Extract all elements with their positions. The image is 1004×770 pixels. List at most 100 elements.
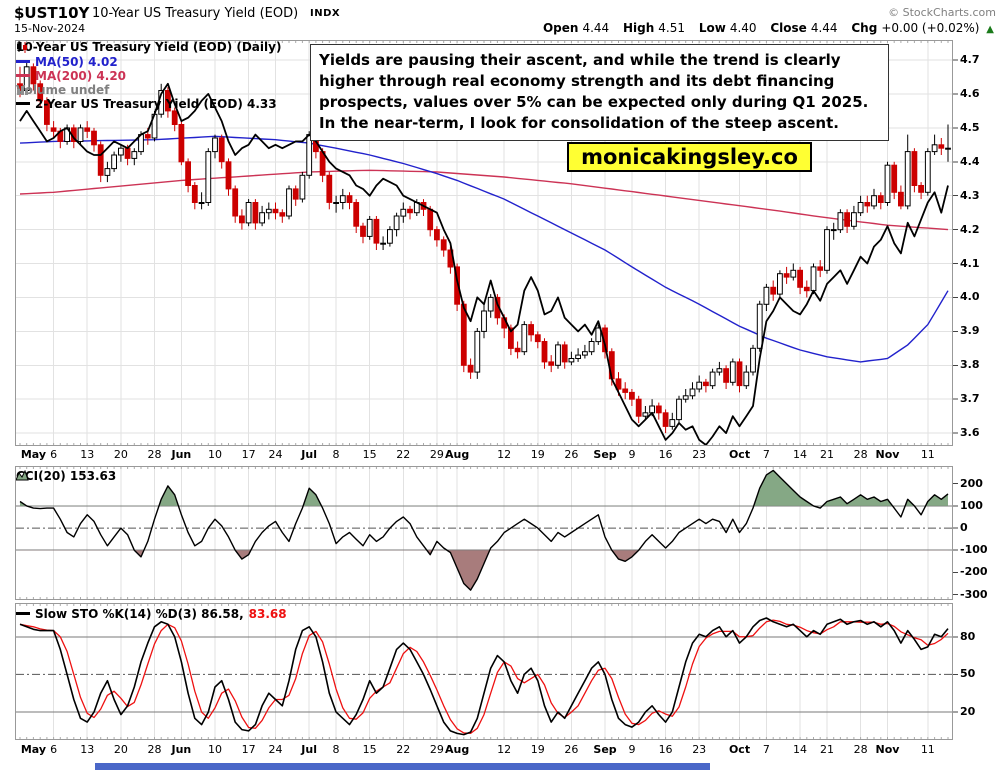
annotation-line: prospects, values over 5% can be expecte…	[319, 93, 869, 111]
legend-sto-d-value: 83.68	[248, 606, 287, 621]
legend-ma200: MA(200) 4.20	[16, 69, 126, 83]
copyright: © StockCharts.com	[888, 6, 996, 19]
x-tick-label: 22	[396, 448, 411, 461]
x-tick-label: 21	[819, 743, 834, 756]
y-axis-label: 3.8	[960, 358, 980, 372]
x-tick-label: 19	[530, 448, 545, 461]
sto-line-icon	[16, 612, 30, 615]
legend-price-series: 10-Year US Treasury Yield (EOD) (Daily)	[16, 39, 282, 54]
candlestick-icon	[17, 40, 27, 53]
x-tick-label: 19	[530, 743, 545, 756]
y-axis-label: -100	[960, 543, 988, 557]
cci-area-icon	[16, 470, 29, 481]
main-y-axis: 4.7 4.6 4.5 4.4 4.3 4.2 4.1 4.0 3.9 3.8 3.7 3.6	[957, 40, 1003, 446]
x-tick-label: 14	[793, 743, 808, 756]
exchange-label: INDX	[310, 8, 341, 19]
x-tick-label: 29	[429, 448, 444, 461]
y-axis-label: 4.1	[960, 256, 980, 270]
x-tick-label: 24	[268, 448, 283, 461]
x-tick-label: 24	[268, 743, 283, 756]
x-tick-label: 20	[113, 448, 128, 461]
overlay-line-icon	[16, 102, 30, 105]
legend-price-label: 10-Year US Treasury Yield (EOD) (Daily)	[16, 39, 282, 54]
x-tick-label: Oct	[728, 743, 751, 756]
bottom-blue-strip	[95, 763, 710, 770]
x-tick-label: Oct	[728, 448, 751, 461]
sto-y-axis: 80 50 20	[957, 603, 1003, 740]
x-tick-label: 16	[658, 448, 673, 461]
x-tick-label: 23	[692, 743, 707, 756]
x-tick-label: Nov	[875, 743, 900, 756]
legend-volume: Volume undef	[16, 82, 110, 97]
legend-ma50-label: MA(50) 4.02	[35, 54, 118, 69]
close-label: Close	[770, 21, 807, 35]
high-label: High	[623, 21, 655, 35]
x-tick-label: 11	[920, 448, 935, 461]
annotation-line: In the near-term, I look for consolidati…	[319, 114, 839, 132]
x-tick-label: Jul	[301, 743, 318, 756]
y-axis-label: 4.7	[960, 53, 980, 66]
up-triangle-icon: ▲	[986, 24, 994, 35]
chg-value: +0.00 (+0.02%)	[881, 21, 980, 35]
x-tick-label: 8	[332, 448, 340, 461]
y-axis-label: 200	[960, 476, 983, 490]
y-axis-label: 0	[960, 521, 968, 535]
x-tick-label: 6	[50, 448, 58, 461]
y-axis-label: 100	[960, 498, 983, 512]
x-tick-label: Jun	[171, 448, 192, 461]
x-tick-label: 26	[564, 743, 579, 756]
legend-cci-label: CCI(20) 153.63	[16, 468, 117, 483]
x-tick-label: 10	[208, 743, 222, 756]
chg-label: Chg	[851, 21, 878, 35]
x-tick-label: Aug	[444, 448, 470, 461]
ma50-line-icon	[16, 60, 30, 63]
legend-2y-label: 2-Year US Treasury Yield (EOD) 4.33	[35, 96, 277, 111]
x-tick-label: 28	[853, 448, 868, 461]
high-value: 4.51	[658, 21, 686, 35]
y-axis-label: 3.7	[960, 392, 980, 406]
low-label: Low	[698, 21, 726, 35]
x-tick-label: 16	[658, 743, 673, 756]
stochastic-panel	[15, 603, 958, 740]
legend-sto-label: Slow STO %K(14) %D(3) 86.58,	[35, 606, 244, 621]
x-tick-label: 22	[396, 743, 411, 756]
y-axis-label: 20	[960, 705, 976, 719]
legend-ma50: MA(50) 4.02	[16, 54, 118, 69]
chart-date: 15-Nov-2024	[14, 22, 86, 35]
open-value: 4.44	[582, 21, 610, 35]
legend-2y-overlay: 2-Year US Treasury Yield (EOD) 4.33	[16, 96, 277, 111]
annotation-box: Yields are pausing their ascent, and whi…	[310, 44, 889, 141]
legend-volume-label: Volume undef	[16, 82, 110, 97]
x-tick-label: 23	[692, 448, 707, 461]
close-value: 4.44	[810, 21, 838, 35]
volume-bars-icon	[17, 86, 28, 95]
x-tick-label: 28	[853, 743, 868, 756]
cci-y-axis: 200 100 0 -100 -200 -300	[957, 466, 1003, 601]
annotation-line: Yields are pausing their ascent, and whi…	[319, 51, 841, 69]
x-tick-label: 14	[793, 448, 808, 461]
x-tick-label: 10	[208, 448, 222, 461]
legend-sto: Slow STO %K(14) %D(3) 86.58, 83.68	[16, 606, 287, 621]
x-tick-label: 21	[819, 448, 834, 461]
x-tick-label: 7	[762, 743, 770, 756]
symbol: $UST10Y	[14, 4, 90, 22]
x-tick-label: 20	[113, 743, 128, 756]
x-tick-label: 9	[628, 448, 636, 461]
x-tick-label: Nov	[875, 448, 900, 461]
low-value: 4.40	[729, 21, 757, 35]
x-tick-label: 15	[362, 743, 377, 756]
x-tick-label: May	[20, 448, 47, 461]
y-axis-label: 4.0	[960, 290, 980, 304]
open-label: Open	[542, 21, 579, 35]
x-tick-label: 26	[564, 448, 579, 461]
x-tick-label: 13	[80, 448, 95, 461]
y-axis-label: 4.5	[960, 120, 980, 134]
x-tick-label: 12	[497, 448, 512, 461]
y-axis-label: 80	[960, 629, 976, 643]
ma200-line-icon	[16, 74, 30, 77]
x-tick-label: 8	[332, 743, 340, 756]
y-axis-label: 4.6	[960, 86, 980, 100]
watermark-badge: monicakingsley.co	[567, 142, 812, 172]
x-tick-label: 12	[497, 743, 512, 756]
